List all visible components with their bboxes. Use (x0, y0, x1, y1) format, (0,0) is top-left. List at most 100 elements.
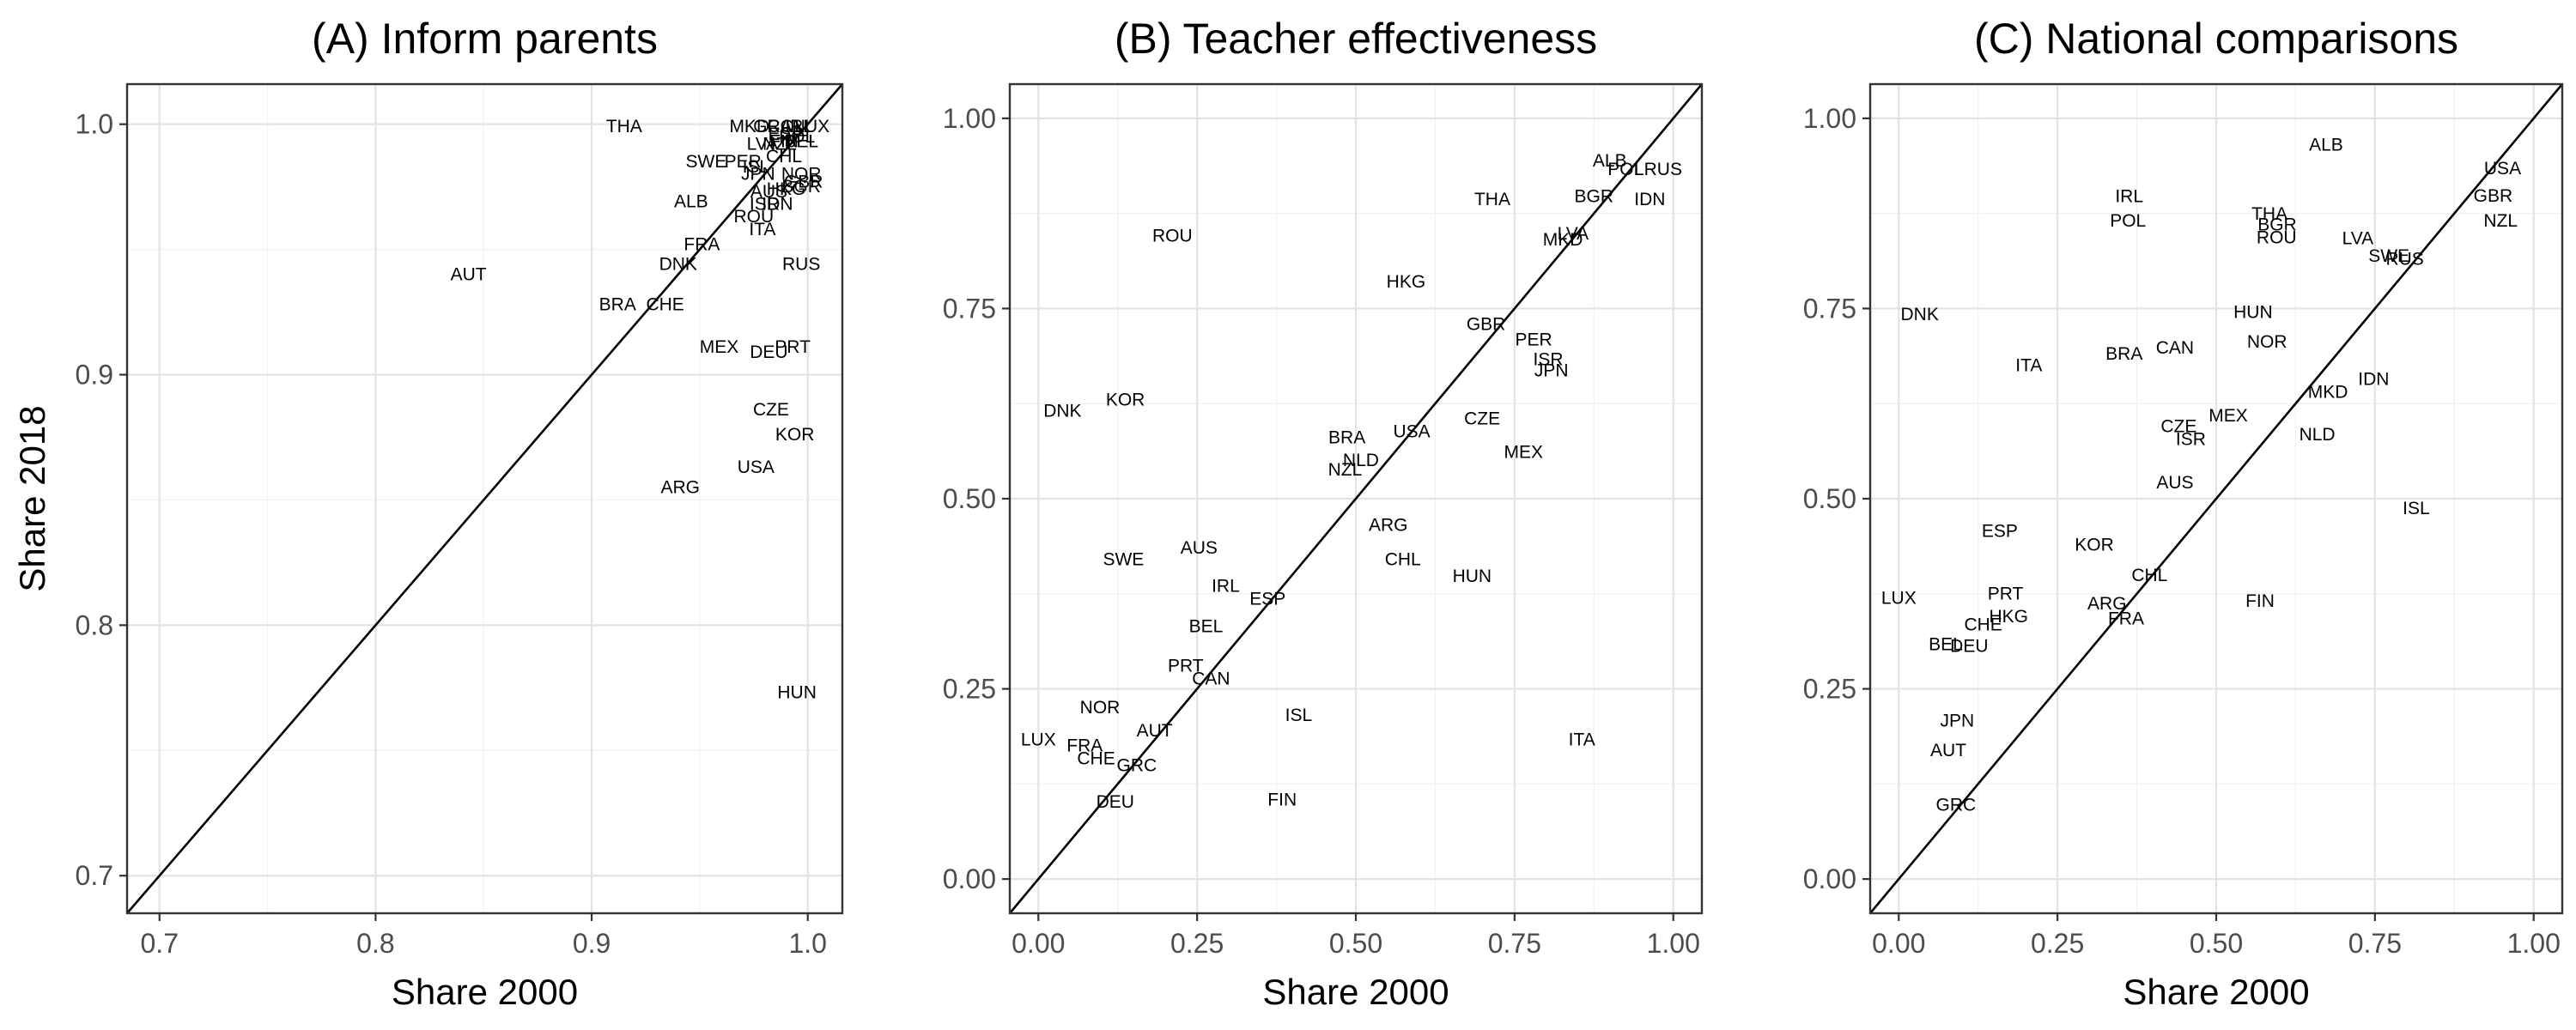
y-tick-label: 1.00 (1803, 103, 1856, 134)
point-label: NLD (2300, 425, 2336, 445)
x-axis-label: Share 2000 (2123, 972, 2309, 1012)
point-label: RUS (782, 255, 820, 275)
point-label: THA (606, 117, 642, 136)
point-label: POL (1607, 160, 1643, 179)
y-tick-label: 1.0 (76, 109, 113, 140)
point-label: CZE (753, 400, 789, 420)
point-label: HKG (1989, 607, 2028, 627)
point-label: KOR (1106, 390, 1145, 409)
point-label: ROU (2257, 228, 2297, 248)
point-label: IDN (2358, 369, 2389, 389)
point-label: BGR (2257, 215, 2297, 234)
point-label: PER (725, 152, 762, 172)
point-label: ITA (2015, 355, 2042, 375)
point-label: BEL (1189, 616, 1224, 636)
point-label: ISL (2403, 499, 2430, 518)
point-label: AUT (451, 264, 487, 284)
point-label: DEU (1097, 792, 1134, 812)
point-label: DNK (1901, 305, 1939, 324)
point-label: ROU (1152, 227, 1193, 246)
y-tick-label: 0.00 (943, 863, 996, 894)
point-label: ISR (2176, 429, 2206, 449)
point-label: HKG (1387, 272, 1426, 292)
point-label: DEU (1950, 636, 1988, 656)
x-tick-label: 1.00 (1647, 928, 1700, 959)
point-label: BGR (781, 177, 821, 197)
x-tick-label: 0.00 (1872, 928, 1925, 959)
point-label: AUS (2156, 473, 2193, 493)
x-tick-label: 1.0 (788, 928, 826, 959)
point-label: MKD (2308, 382, 2348, 402)
point-label: KOR (2075, 536, 2114, 555)
point-label: CAN (767, 117, 805, 136)
point-label: USA (2484, 159, 2521, 179)
point-label: HUN (1453, 566, 1492, 586)
point-label: IRL (785, 117, 813, 136)
point-label: POL (779, 127, 815, 147)
y-tick-label: 0.50 (1803, 483, 1856, 514)
point-label: IRL (2115, 187, 2143, 207)
point-label: ISL (743, 157, 770, 177)
point-label: DEU (750, 342, 787, 362)
point-label: MEX (2208, 406, 2248, 426)
point-label: ARG (660, 477, 700, 497)
point-label: PER (1515, 330, 1552, 349)
point-label: USA (1393, 422, 1430, 442)
point-label: LVA (747, 135, 779, 154)
point-label: GBR (1467, 315, 1506, 335)
point-label: GRC (1935, 796, 1976, 815)
point-label: ALB (674, 192, 708, 212)
point-label: ITA (1569, 730, 1595, 749)
point-label: NOR (781, 165, 822, 185)
point-label: NOR (1080, 698, 1121, 718)
x-tick-label: 0.7 (141, 928, 179, 959)
point-label: MKD (1543, 230, 1583, 250)
point-label: BRA (2105, 344, 2142, 364)
reference-line (1869, 83, 2563, 914)
point-label: ISR (1534, 349, 1564, 369)
point-label: LRUS (1634, 160, 1682, 179)
point-label: IDN (1634, 190, 1665, 209)
y-tick-label: 0.8 (76, 609, 113, 640)
point-label: ARG (1369, 516, 1408, 536)
point-label: LVA (1558, 224, 1589, 244)
x-axis-label: Share 2000 (1262, 972, 1449, 1012)
point-label: AUS (750, 182, 787, 202)
point-label: IDN (762, 195, 793, 215)
point-label: MEX (1504, 442, 1543, 462)
point-label: SWE (2368, 246, 2409, 266)
y-tick-label: 0.50 (943, 483, 996, 514)
x-tick-label: 0.75 (2348, 928, 2402, 959)
point-label: JPN (1940, 711, 1974, 730)
point-label: GBR (2474, 186, 2513, 206)
reference-line (1009, 83, 1703, 914)
y-tick-label: 0.75 (1803, 293, 1856, 324)
point-label: KOR (775, 425, 815, 445)
point-label: ARG (2087, 594, 2127, 614)
point-label: SWE (1103, 549, 1144, 569)
point-label: BRA (1328, 428, 1365, 448)
point-label: CHL (766, 147, 802, 167)
point-label: SWE (686, 152, 727, 172)
point-label: CHE (646, 294, 683, 314)
point-label: ALB (2309, 135, 2343, 154)
point-label: THA (1474, 190, 1510, 209)
point-label: MKD (729, 117, 769, 136)
point-label: JPN (1534, 361, 1569, 381)
panel-title: (C) National comparisons (1974, 15, 2458, 63)
point-label: RUS (2385, 249, 2423, 269)
point-label: GRC (1117, 756, 1157, 776)
point-label: ESP (1982, 522, 2018, 542)
point-label: GRC (753, 117, 793, 136)
y-axis-label: Share 2018 (12, 405, 52, 591)
point-label: HKG (767, 179, 806, 199)
point-label: FRA (683, 234, 720, 254)
point-label: GBR (784, 172, 823, 191)
y-tick-label: 0.75 (943, 293, 996, 324)
x-tick-label: 0.9 (573, 928, 611, 959)
